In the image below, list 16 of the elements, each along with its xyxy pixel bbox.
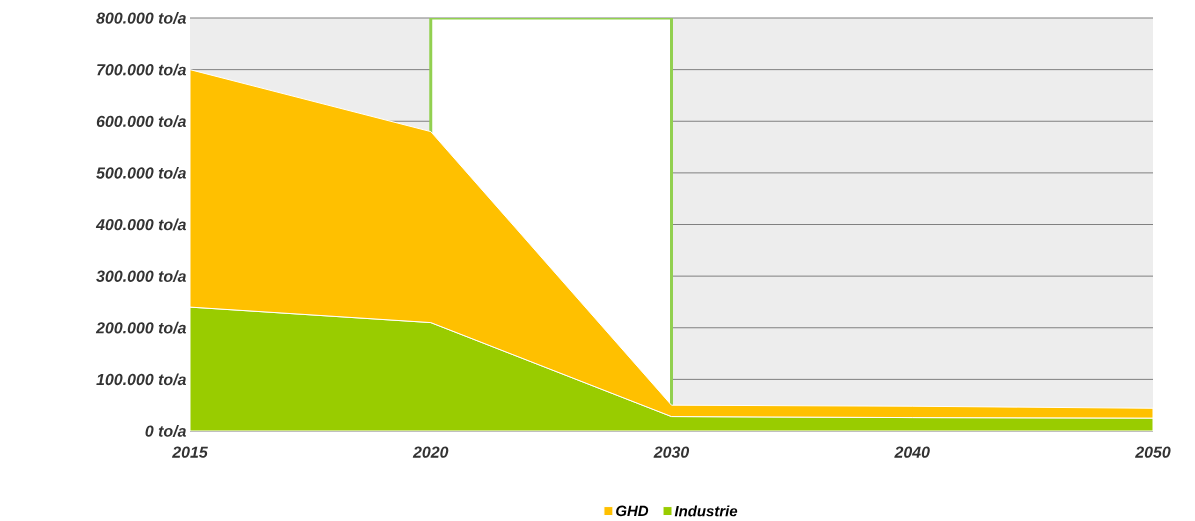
x-tick-label: 2015 xyxy=(172,446,208,458)
y-tick-label: 200.000 to/a xyxy=(95,321,186,334)
x-tick-label: 2030 xyxy=(653,446,690,458)
y-tick-label: 800.000 to/a xyxy=(96,12,186,24)
y-tick-label: 0 to/a xyxy=(145,425,186,437)
x-tick-label: 2020 xyxy=(412,446,449,458)
x-tick-label: 2040 xyxy=(894,446,930,458)
legend-label: Industrie xyxy=(674,505,738,517)
y-tick-label: 700.000 to/a xyxy=(97,63,186,76)
x-tick-label: 2050 xyxy=(1135,446,1171,458)
legend-label: GHD xyxy=(616,505,649,517)
y-tick-label: 100.000 to/a xyxy=(96,373,186,386)
y-tick-label: 500.000 to/a xyxy=(96,166,186,179)
y-tick-label: 600.000 to/a xyxy=(96,115,186,128)
y-tick-label: 300.000 to/a xyxy=(96,270,186,283)
y-tick-label: 400.000 to/a xyxy=(95,218,186,231)
